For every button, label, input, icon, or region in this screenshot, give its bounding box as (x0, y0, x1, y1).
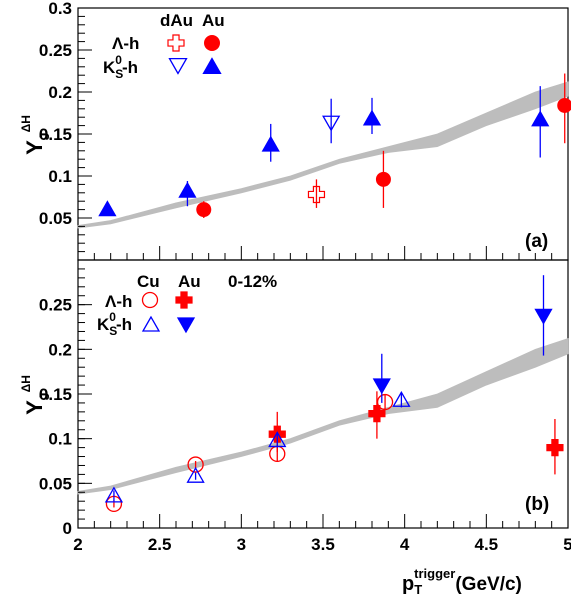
x-axis-label: pTtrigger(GeV/c) (402, 566, 522, 597)
panel-a-label: (a) (525, 231, 548, 252)
k0-sub: S (115, 67, 123, 81)
legend-header-au-b: Au (178, 272, 201, 291)
x-tick-label: 5 (563, 535, 571, 554)
x-tick-label: 3 (237, 535, 246, 554)
legend-marker-k0-au-b (176, 317, 196, 334)
x-tick-label: 2 (73, 535, 82, 554)
ylabel-main: Y (22, 400, 47, 415)
k0-sup: 0 (109, 310, 116, 324)
panel-a-ticks: 0.05 0.1 0.15 0.2 0.25 0.3 (39, 0, 569, 261)
x-tick-label: 2.5 (148, 535, 172, 554)
k0-sup: 0 (115, 53, 122, 67)
panel-a-legend-markers (167, 34, 222, 75)
ylabel-sub: J (36, 132, 52, 140)
legend-header-dau: dAu (160, 11, 193, 30)
y-tick-label: 0.2 (48, 83, 72, 102)
data-point (104, 486, 124, 503)
y-tick-label: 0.15 (39, 125, 72, 144)
data-point (557, 97, 571, 113)
k0-sub: S (109, 324, 117, 338)
panel-a-frame (77, 7, 569, 261)
xlabel-sup: trigger (414, 566, 455, 581)
panel-b-band-group (77, 338, 569, 495)
ylabel-sub: J (36, 392, 52, 400)
y-tick-label: 0.1 (48, 167, 72, 186)
panel-b-ticks: 0 0.05 0.1 0.15 0.2 0.25 2 2.5 3 3.5 4 4.5 5 (39, 259, 571, 554)
y-tick-label: 0.05 (39, 209, 72, 228)
x-tick-label: 3.5 (311, 535, 335, 554)
x-tick-label: 4 (400, 535, 410, 554)
legend-marker-lambda-au (204, 35, 220, 51)
systematic-band (77, 81, 569, 229)
panel-b: 0 0.05 0.1 0.15 0.2 0.25 2 2.5 3 3.5 4 4.5 5 (b) YJΔ… (19, 259, 571, 597)
legend-header-au: Au (202, 11, 225, 30)
panel-a-band-group (77, 81, 569, 229)
y-tick-label: 0 (63, 519, 72, 538)
k0-rest: -h (122, 58, 138, 77)
data-point (372, 378, 391, 395)
systematic-band (77, 338, 569, 495)
data-point (534, 308, 553, 325)
legend-marker-k0-au (202, 57, 222, 75)
legend-marker-lambda-au-b (175, 291, 193, 309)
data-point (187, 456, 204, 473)
ylabel-sup: ΔΗ (19, 115, 33, 132)
data-point (392, 390, 411, 407)
legend-marker-lambda-cu (141, 291, 159, 309)
k0-rest: -h (116, 315, 132, 334)
legend-row-k0-b: KS0-h (97, 310, 132, 338)
data-point (322, 115, 341, 132)
x-tick-label: 4.5 (475, 535, 499, 554)
y-tick-label: 0.2 (48, 340, 72, 359)
legend-row-lambda-b: Λ-h (105, 292, 132, 311)
data-point (546, 439, 564, 457)
legend-header-centrality: 0-12% (228, 272, 277, 291)
panel-a-ylabel: YJΔΗ (19, 115, 52, 155)
y-tick-label: 0.1 (48, 430, 72, 449)
data-point (196, 202, 212, 218)
panel-b-legend-markers (141, 291, 196, 334)
legend-marker-k0-dau (168, 57, 188, 75)
panel-a-legend: dAu Au Λ-h KS0-h (103, 11, 225, 81)
panel-b-points (104, 275, 564, 513)
panel-b-ylabel: YJΔΗ (19, 375, 52, 415)
data-point (376, 393, 394, 411)
panel-b-label: (b) (525, 494, 549, 515)
svg-text:YJΔΗ: YJΔΗ (19, 375, 52, 415)
data-point (368, 405, 386, 423)
y-tick-label: 0.15 (39, 385, 72, 404)
y-tick-label: 0.25 (39, 41, 72, 60)
ylabel-sup: ΔΗ (19, 375, 33, 392)
data-point (98, 200, 117, 217)
xlabel-main: p (402, 573, 414, 595)
k0-main: K (103, 58, 116, 77)
legend-marker-lambda-dau (167, 34, 185, 52)
data-point (531, 110, 550, 127)
panel-a: 0.05 0.1 0.15 0.2 0.25 0.3 (a) YJΔΗ dAu Au Λ-… (19, 0, 571, 261)
data-point (178, 181, 197, 198)
xlabel-sub: T (414, 582, 422, 597)
k0-main: K (97, 315, 110, 334)
legend-marker-k0-cu (141, 315, 161, 332)
data-point (261, 135, 280, 152)
data-point (268, 431, 287, 448)
xlabel-rest: (GeV/c) (455, 574, 522, 595)
y-tick-label: 0.3 (48, 0, 72, 18)
ylabel-main: Y (22, 140, 47, 155)
legend-row-lambda: Λ-h (112, 34, 139, 53)
data-point (186, 466, 205, 483)
legend-row-k0: KS0-h (103, 53, 138, 81)
y-tick-label: 0.25 (39, 296, 72, 315)
panel-b-legend: Cu Au 0-12% Λ-h KS0-h (97, 272, 277, 338)
panel-a-points (98, 73, 571, 218)
svg-text:YJΔΗ: YJΔΗ (19, 115, 52, 155)
legend-header-cu: Cu (137, 272, 160, 291)
data-point (362, 109, 382, 126)
panel-b-frame (77, 259, 569, 529)
data-point (375, 171, 391, 187)
y-tick-label: 0.05 (39, 474, 72, 493)
data-point (307, 185, 326, 204)
